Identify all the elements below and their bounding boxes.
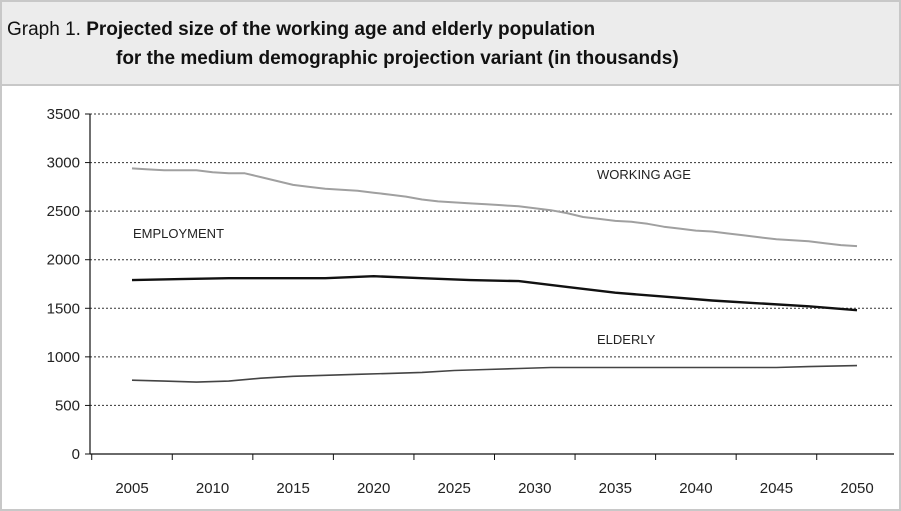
line-chart: 0 500 1000 1500 2000 2500 3000 3500 2005 2010 201… [47, 106, 894, 497]
x-tick-label-2040: 2040 [679, 480, 712, 497]
chart-title-line1: Graph 1. Projected size of the working a… [7, 19, 595, 41]
y-tick-label-1000: 1000 [47, 349, 80, 366]
x-tick-label-2030: 2030 [518, 480, 551, 497]
x-axis-ticks: 2005 2010 2015 2020 2025 2030 2035 2040 2045 2050 [91, 454, 874, 497]
x-tick-label-2045: 2045 [760, 480, 793, 497]
y-tick-label-2000: 2000 [47, 252, 80, 269]
x-tick-label-2010: 2010 [196, 480, 229, 497]
series-annotations: WORKING AGE EMPLOYMENT ELDERLY [133, 167, 691, 347]
gridlines [90, 113, 894, 406]
y-tick-label-3000: 3000 [47, 155, 80, 172]
y-tick-label-500: 500 [55, 397, 80, 414]
graph-number: Graph 1. [7, 19, 81, 40]
chart-title-main: Projected size of the working age and el… [86, 19, 596, 40]
series-lines [131, 167, 858, 383]
annotation-working-age: WORKING AGE [597, 167, 691, 182]
chart-title-line2: for the medium demographic projection va… [116, 48, 679, 69]
x-tick-label-2005: 2005 [115, 480, 148, 497]
x-tick-label-2050: 2050 [840, 480, 873, 497]
series-line-employment [131, 274, 858, 312]
x-tick-label-2025: 2025 [438, 480, 471, 497]
y-axis-ticks: 0 500 1000 1500 2000 2500 3000 3500 [47, 106, 90, 463]
series-line-working-age [131, 167, 858, 248]
x-tick-label-2035: 2035 [599, 480, 632, 497]
x-tick-label-2015: 2015 [276, 480, 309, 497]
y-tick-label-2500: 2500 [47, 203, 80, 220]
annotation-elderly: ELDERLY [597, 332, 656, 347]
y-tick-label-3500: 3500 [47, 106, 80, 123]
series-line-elderly [131, 364, 858, 383]
y-tick-label-1500: 1500 [47, 300, 80, 317]
annotation-employment: EMPLOYMENT [133, 226, 224, 241]
axes [89, 114, 894, 455]
chart-header: Graph 1. Projected size of the working a… [2, 2, 899, 86]
y-tick-label-0: 0 [72, 446, 80, 463]
x-tick-label-2020: 2020 [357, 480, 390, 497]
